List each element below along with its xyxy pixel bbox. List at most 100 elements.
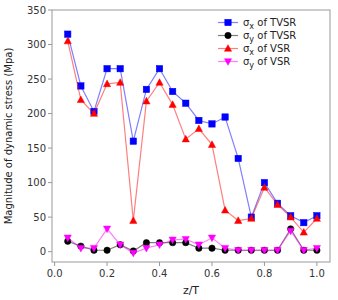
data-point <box>300 229 307 236</box>
data-point <box>248 214 254 220</box>
series-line <box>68 41 317 232</box>
data-point <box>117 79 124 86</box>
data-point <box>235 155 241 161</box>
legend-swatch-marker <box>225 19 231 25</box>
data-point <box>117 65 123 71</box>
x-tick <box>211 262 212 266</box>
y-tick-label: 50 <box>33 212 46 223</box>
y-axis-label: Magnitude of dynamic stress (Mpa) <box>3 48 14 225</box>
data-point <box>117 242 123 248</box>
data-point <box>130 217 137 224</box>
data-point <box>195 242 202 249</box>
data-point <box>248 247 254 253</box>
data-point <box>248 215 255 222</box>
data-point <box>287 213 294 220</box>
y-tick <box>48 113 52 114</box>
data-point <box>143 97 150 104</box>
data-point <box>169 237 176 244</box>
y-tick <box>48 79 52 80</box>
x-tick-label: 0.8 <box>256 268 272 279</box>
y-tick-label: 100 <box>27 177 46 188</box>
data-point <box>235 247 241 253</box>
x-tick-label: 0.0 <box>47 268 63 279</box>
x-tick-label: 1.0 <box>309 268 325 279</box>
data-point <box>182 236 189 243</box>
data-point <box>103 80 110 87</box>
legend-label: σx of VSR <box>243 43 290 57</box>
data-point <box>301 247 307 253</box>
data-point <box>235 247 242 254</box>
legend: σx of TVSRσy of TVSRσx of VSRσy of VSR <box>218 17 296 70</box>
y-tick <box>48 44 52 45</box>
data-point <box>196 117 202 123</box>
data-point <box>208 141 215 148</box>
data-point <box>90 110 97 117</box>
data-point <box>156 79 163 86</box>
data-point <box>104 65 110 71</box>
data-point <box>103 226 110 233</box>
data-point <box>248 247 255 254</box>
data-point <box>169 101 176 108</box>
y-tick-label: 150 <box>27 143 46 154</box>
data-point <box>221 206 228 213</box>
plot-area <box>64 31 320 257</box>
x-tick <box>54 262 55 266</box>
data-point <box>183 100 189 106</box>
data-point <box>221 245 228 252</box>
data-point <box>182 135 189 142</box>
data-point <box>130 138 136 144</box>
data-point <box>156 65 162 71</box>
legend-swatch-marker <box>224 45 231 52</box>
data-point <box>274 247 281 254</box>
data-point <box>90 245 97 252</box>
x-tick <box>159 262 160 266</box>
data-point <box>65 31 71 37</box>
data-point <box>64 37 71 44</box>
legend-swatch-marker <box>225 32 231 38</box>
y-tick <box>48 10 52 11</box>
data-point <box>261 184 268 191</box>
plot-frame <box>52 10 330 262</box>
data-point <box>222 114 228 120</box>
data-point <box>117 242 124 249</box>
data-point <box>261 247 268 254</box>
y-tick <box>48 148 52 149</box>
y-tick-label: 350 <box>27 5 46 16</box>
data-point <box>300 247 307 254</box>
x-tick <box>264 262 265 266</box>
legend-label: σy of VSR <box>243 56 290 70</box>
data-point <box>209 245 215 251</box>
x-tick-label: 0.6 <box>204 268 220 279</box>
data-point <box>208 235 215 242</box>
data-point <box>64 235 71 242</box>
legend-label: σy of TVSR <box>243 30 296 44</box>
data-point <box>143 239 149 245</box>
data-point <box>195 125 202 132</box>
x-tick <box>107 262 108 266</box>
legend-swatch-marker <box>224 59 231 66</box>
data-point <box>274 201 281 208</box>
data-point <box>313 245 320 252</box>
y-tick-label: 250 <box>27 74 46 85</box>
data-point <box>143 86 149 92</box>
y-tick <box>48 182 52 183</box>
data-point <box>104 247 110 253</box>
data-point <box>77 96 84 103</box>
x-tick <box>316 262 317 266</box>
y-tick-label: 0 <box>40 246 46 257</box>
y-tick-label: 200 <box>27 108 46 119</box>
y-tick-label: 300 <box>27 39 46 50</box>
data-point <box>235 217 242 224</box>
data-point <box>156 242 163 249</box>
x-axis-label: z/T <box>183 284 199 297</box>
legend-label: σx of TVSR <box>243 17 296 31</box>
y-tick <box>48 217 52 218</box>
data-point <box>130 250 137 257</box>
data-point <box>287 228 294 235</box>
y-tick <box>48 251 52 252</box>
data-point <box>169 88 175 94</box>
data-point <box>274 247 280 253</box>
data-point <box>143 245 150 252</box>
data-point <box>261 247 267 253</box>
x-tick-label: 0.2 <box>99 268 115 279</box>
